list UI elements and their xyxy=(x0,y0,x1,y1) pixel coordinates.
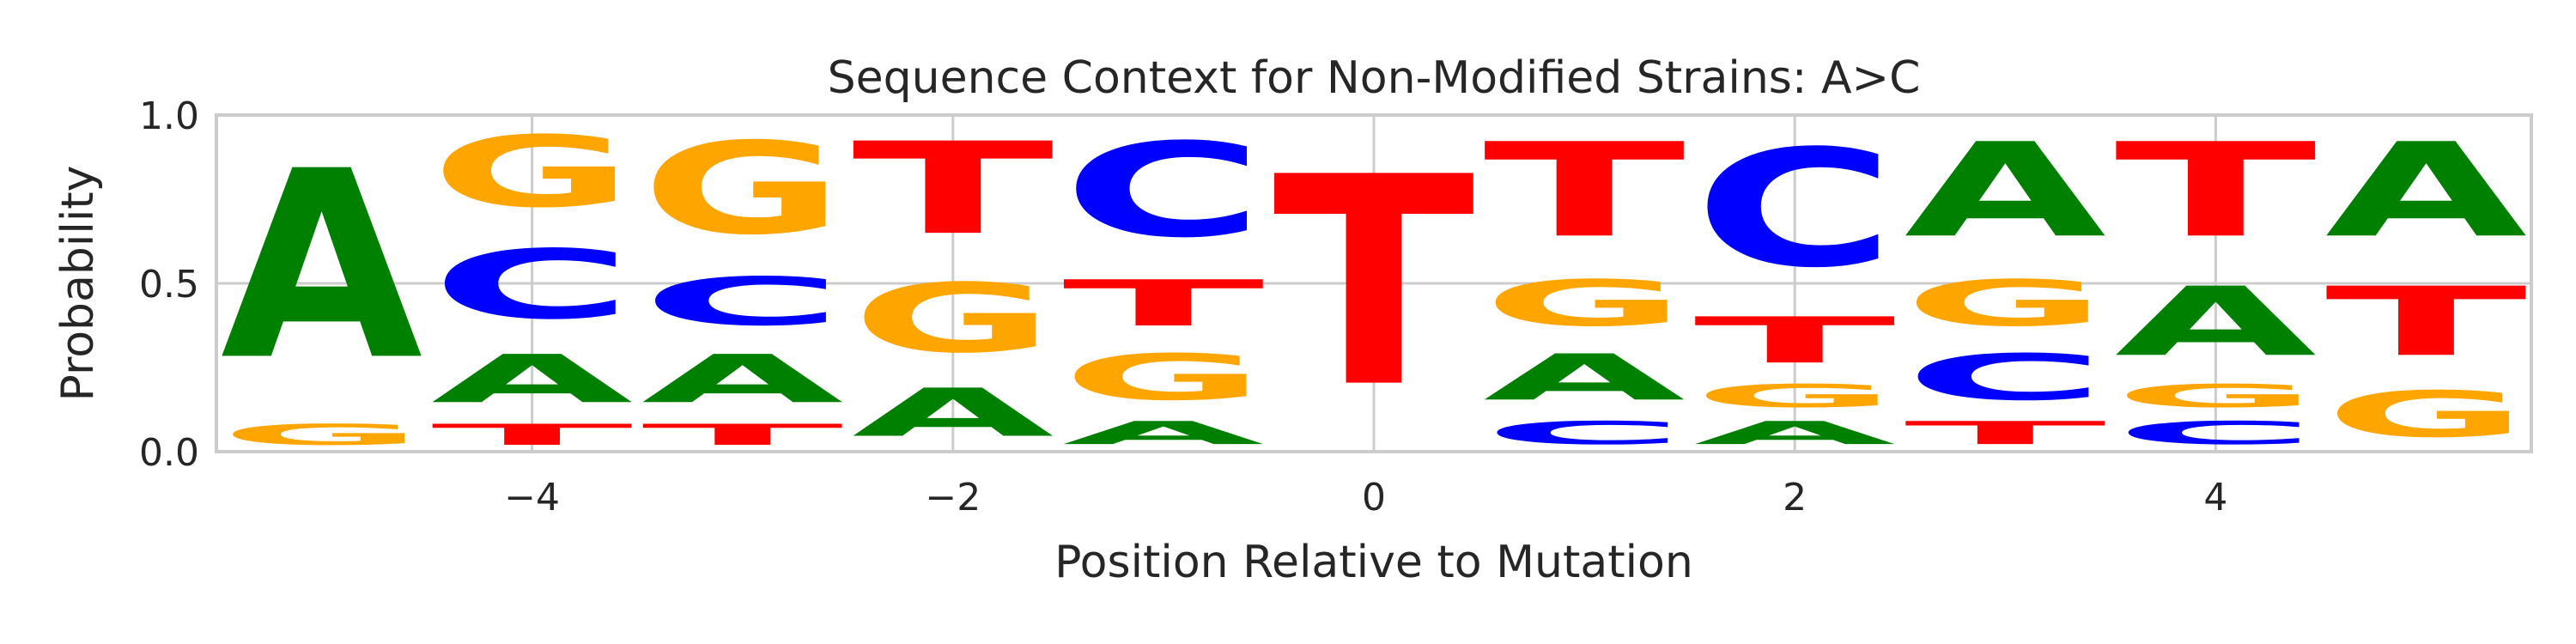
y-tick-label: 1.0 xyxy=(139,94,199,138)
logo-letter-c: C xyxy=(2115,415,2317,452)
y-tick-label: 0.0 xyxy=(139,431,199,475)
logo-letter-a: A xyxy=(1905,115,2106,266)
logo-letter-a: A xyxy=(431,341,633,418)
logo-letter-g: G xyxy=(2325,378,2527,452)
logo-letter-c: C xyxy=(1694,115,1896,303)
chart-title: Sequence Context for Non-Modified Strain… xyxy=(828,52,1921,104)
logo-letter-t: T xyxy=(1483,115,1686,266)
logo-letter-c: C xyxy=(1483,415,1685,452)
logo-letter-c: C xyxy=(1062,116,1264,267)
logo-letter-g: G xyxy=(1694,378,1896,415)
logo-letter-g: G xyxy=(641,115,843,263)
logo-letter-a: A xyxy=(1694,415,1896,452)
logo-letter-a: A xyxy=(2115,267,2317,378)
logo-letter-t: T xyxy=(852,115,1055,263)
x-tick-label: 2 xyxy=(1783,476,1807,519)
logo-letter-g: G xyxy=(1062,341,1264,415)
logo-letter-c: C xyxy=(431,229,633,340)
logo-letter-t: T xyxy=(1905,415,2106,452)
logo-letter-t: T xyxy=(431,418,633,452)
logo-letter-a: A xyxy=(641,341,843,418)
logo-letter-a: A xyxy=(221,117,424,418)
logo-letter-t: T xyxy=(2115,115,2318,266)
logo-letter-g: G xyxy=(431,116,633,229)
x-axis-label: Position Relative to Mutation xyxy=(1054,537,1693,588)
x-tick-label: −4 xyxy=(504,476,560,519)
logo-letter-t: T xyxy=(641,418,843,452)
logo-letter-a: A xyxy=(852,374,1054,452)
y-axis-label: Probability xyxy=(52,166,104,402)
logo-letter-t: T xyxy=(1694,304,1896,378)
logo-letter-t: T xyxy=(1062,267,1264,341)
logo-letter-g: G xyxy=(852,264,1054,374)
logo-letter-a: A xyxy=(1483,341,1685,415)
logo-letter-g: G xyxy=(1905,267,2106,341)
x-tick-label: 0 xyxy=(1362,476,1386,519)
logo-letter-t: T xyxy=(2325,267,2529,378)
logo-letter-t: T xyxy=(1273,116,1476,451)
y-tick-label: 0.5 xyxy=(139,263,199,307)
logo-letter-c: C xyxy=(1905,341,2106,415)
logo-letter-g: G xyxy=(221,418,422,452)
logo-letter-g: G xyxy=(1483,267,1685,341)
logo-letter-a: A xyxy=(2325,115,2527,266)
x-tick-label: −2 xyxy=(925,476,981,519)
x-tick-label: 4 xyxy=(2203,476,2227,519)
logo-letter-c: C xyxy=(641,264,843,341)
plot-frame xyxy=(215,113,2533,453)
logo-letter-g: G xyxy=(2115,378,2317,415)
tick-labels: −4 −2 0 2 4 0.0 0.5 1.0 xyxy=(139,94,2227,519)
logo-letter-a: A xyxy=(1062,415,1264,452)
